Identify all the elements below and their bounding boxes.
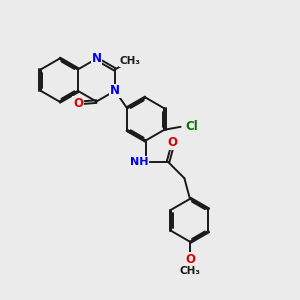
Text: O: O (73, 97, 83, 110)
Text: CH₃: CH₃ (119, 56, 140, 66)
Text: O: O (185, 253, 195, 266)
Text: CH₃: CH₃ (179, 266, 200, 276)
Text: Cl: Cl (185, 120, 198, 133)
Text: N: N (110, 84, 120, 98)
Text: NH: NH (130, 157, 148, 167)
Text: N: N (92, 52, 101, 65)
Text: O: O (167, 136, 178, 149)
